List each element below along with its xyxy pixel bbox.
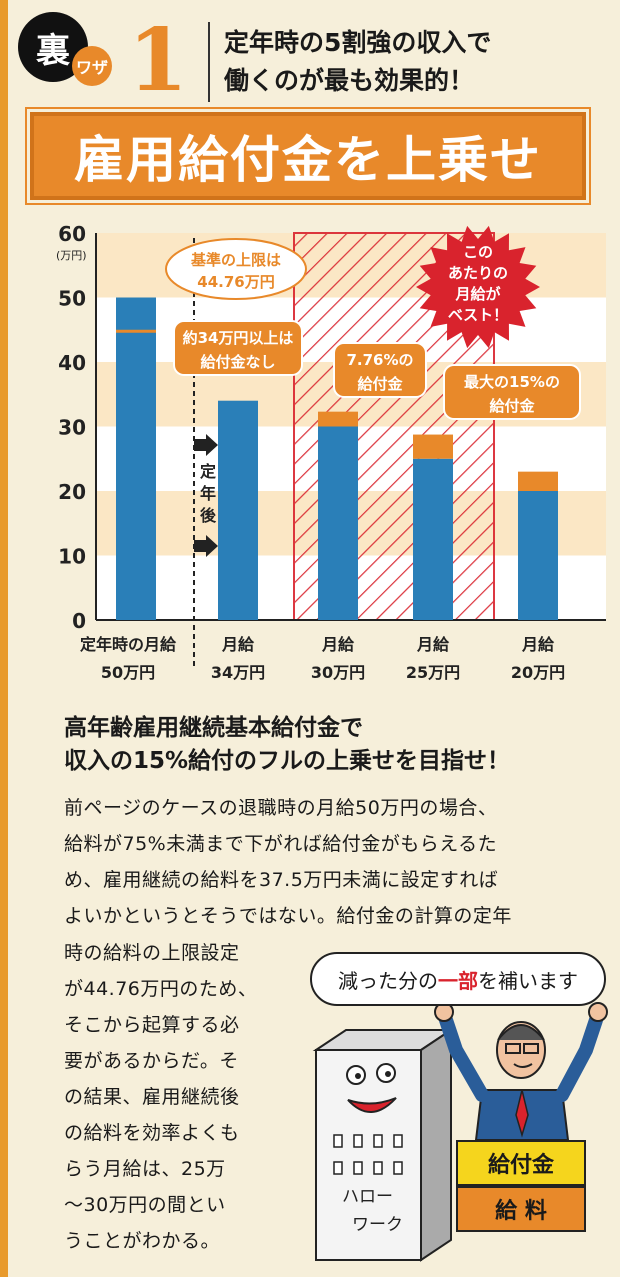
best-burst-text: ベスト！ [448,306,508,324]
bar-salary [518,491,558,620]
bar-salary [218,400,258,620]
x-tick-label: 定年時の月給 [79,635,177,654]
man-character [434,1002,608,1141]
speech-bubble: 減った分の 一部 を補います [310,952,606,1006]
benefit-box: 給付金 [456,1140,586,1186]
header-lead-line1: 定年時の5割強の収入で [224,28,492,57]
ura-badge: 裏 [18,12,88,82]
x-tick-label: 月給 [521,635,555,654]
bar-salary [116,297,156,620]
para-line: 〜30万円の間とい [64,1194,226,1216]
para-line: め、雇用継続の給料を37.5万円未満に設定すれば [64,869,499,891]
retire-label: 年 [200,484,216,503]
arrow-right-icon [194,535,218,557]
arrow-right-icon [194,434,218,456]
article-paragraph: 前ページのケースの退職時の月給50万円の場合、 給料が75%未満まで下がれば給付… [64,790,604,934]
no-benefit-callout-text: 給付金なし [200,353,275,371]
para-line: が44.76万円のため、 [64,978,258,1000]
bar-benefit [518,471,558,491]
article-subhead: 高年齢雇用継続基本給付金で 収入の15%給付のフルの上乗せを目指せ！ [64,712,604,778]
building-label-2: ワーク [352,1215,403,1235]
cap-callout-text: 44.76万円 [197,273,274,291]
y-tick-label: 10 [58,545,86,569]
para-line: 給料が75%未満まで下がれば給付金がもらえるた [64,833,498,855]
speech-text-pre: 減った分の [338,968,438,993]
benefit-max-callout-text: 給付金 [489,397,535,415]
cap-callout-text: 基準の上限は [190,251,281,269]
benefit-776-callout [333,342,427,398]
para-line: うことがわかる。 [64,1230,221,1252]
benefit-776-callout-text: 7.76%の [346,351,413,369]
y-tick-label: 0 [72,609,86,633]
para-line: 時の給料の上限設定 [64,942,240,964]
y-tick-label: 50 [58,287,86,311]
benefit-max-callout [443,364,581,420]
best-burst-text: この [463,243,493,261]
x-tick-label: 34万円 [211,663,265,682]
subhead-line1: 高年齢雇用継続基本給付金で [64,715,363,741]
best-burst [416,225,540,349]
x-tick-label: 月給 [221,635,255,654]
benefit-max-callout-text: 最大の15%の [464,373,560,391]
illustration-art: ハロー ワーク [312,1002,608,1262]
no-benefit-callout [173,320,303,376]
retire-label: 後 [200,506,217,525]
bar-benefit [318,411,358,427]
title-band: 雇用給付金を上乗せ [30,112,586,200]
building-character [312,1028,455,1262]
x-tick-label: 50万円 [101,663,155,682]
y-tick-label: 30 [58,416,86,440]
best-burst-text: あたりの [448,264,508,282]
header-divider [208,22,210,102]
para-line: よいかというとそうではない。給付金の計算の定年 [64,905,512,927]
bar-chart: 0 10 20 30 40 50 60 (万円) 定年時の月給 50万円 月給 34万円 月給 30万円 月… [56,222,606,682]
benefit-776-callout-text: 給付金 [357,375,403,393]
header-lead: 定年時の5割強の収入で 働くのが最も効果的！ [224,24,604,100]
speech-text-highlight: 一部 [438,968,478,993]
y-unit-label: (万円) [56,249,87,262]
para-line: の給料を効率よくも [64,1122,240,1144]
cap-callout [165,238,307,300]
illustration: ハロー ワーク 減った分の 一部 を補います 給付金 給 料 [286,940,616,1270]
waza-badge: ワザ [72,46,112,86]
x-tick-label: 月給 [321,635,355,654]
retire-label: 定 [199,462,216,481]
bar-salary [413,458,453,620]
speech-text-post: を補います [478,968,578,993]
article-paragraph-cont: 時の給料の上限設定 が44.76万円のため、 そこから起算する必 要があるからだ… [64,935,279,1259]
bar-salary [318,426,358,620]
x-tick-label: 30万円 [311,663,365,682]
y-tick-label: 20 [58,480,86,504]
para-line: らう月給は、25万 [64,1158,226,1180]
salary-box: 給 料 [456,1186,586,1232]
para-line: の結果、雇用継続後 [64,1086,240,1108]
x-tick-label: 25万円 [406,663,460,682]
x-tick-label: 20万円 [511,663,565,682]
para-line: そこから起算する必 [64,1014,240,1036]
y-tick-label: 40 [58,351,86,375]
header-lead-line2: 働くのが最も効果的！ [224,66,475,95]
para-line: 前ページのケースの退職時の月給50万円の場合、 [64,797,498,819]
para-line: 要があるからだ。そ [64,1050,239,1072]
best-burst-text: 月給が [454,285,501,303]
page-title: 雇用給付金を上乗せ [74,131,542,189]
x-tick-label: 月給 [416,635,450,654]
tip-number: 1 [128,10,188,111]
bar-benefit [413,434,453,459]
y-tick-label: 60 [58,222,86,246]
subhead-line2: 収入の15%給付のフルの上乗せを目指せ！ [64,748,511,774]
no-benefit-callout-text: 約34万円以上は [183,329,294,347]
building-label-1: ハロー [342,1187,393,1207]
